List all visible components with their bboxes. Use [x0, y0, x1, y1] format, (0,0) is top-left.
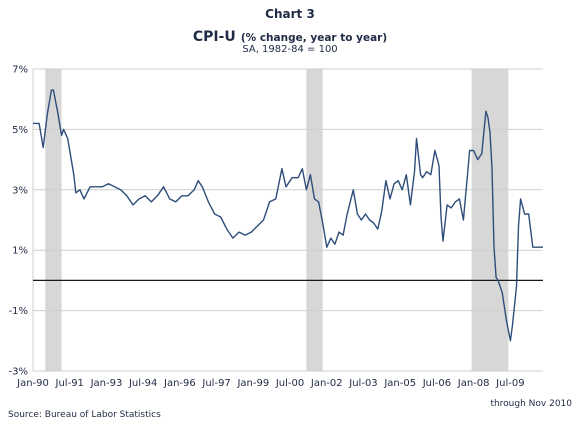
chart-title-sub: (% change, year to year): [240, 32, 388, 44]
chart-title-main: CPI-U: [192, 29, 236, 45]
x-tick-label-1: Jul-91: [55, 378, 84, 389]
y-tick-label-0: 7%: [12, 65, 28, 76]
source-note: Source: Bureau of Labor Statistics: [8, 410, 161, 420]
x-tick-label-10: Jan-05: [383, 378, 416, 389]
recession-band-2: [471, 69, 509, 371]
recession-band-0: [45, 69, 62, 371]
chart-title: CPI-U (% change, year to year): [0, 26, 580, 45]
x-tick-label-5: Jul-97: [201, 378, 230, 389]
y-tick-label-4: -1%: [9, 306, 28, 317]
x-tick-label-3: Jul-94: [128, 378, 157, 389]
x-tick-label-11: Jul-06: [422, 378, 451, 389]
x-tick-label-7: Jul-00: [275, 378, 304, 389]
x-tick-label-0: Jan-90: [16, 378, 49, 389]
recession-band-1: [306, 69, 323, 371]
x-tick-label-4: Jan-96: [163, 378, 196, 389]
x-tick-label-2: Jan-93: [90, 378, 123, 389]
y-tick-label-2: 3%: [12, 185, 28, 196]
y-tick-label-1: 5%: [12, 125, 28, 136]
x-tick-label-12: Jan-08: [457, 378, 490, 389]
series-line-cpi-u: [33, 89, 543, 342]
y-tick-label-5: -3%: [9, 367, 28, 378]
x-tick-label-13: Jul-09: [495, 378, 524, 389]
y-tick-label-3: 1%: [12, 246, 28, 257]
chart-subtitle: SA, 1982-84 = 100: [242, 44, 338, 55]
x-tick-label-9: Jul-03: [348, 378, 377, 389]
through-note: through Nov 2010: [490, 399, 572, 409]
chart-number: Chart 3: [265, 7, 315, 21]
x-tick-label-6: Jan-99: [236, 378, 269, 389]
x-tick-label-8: Jan-02: [310, 378, 343, 389]
